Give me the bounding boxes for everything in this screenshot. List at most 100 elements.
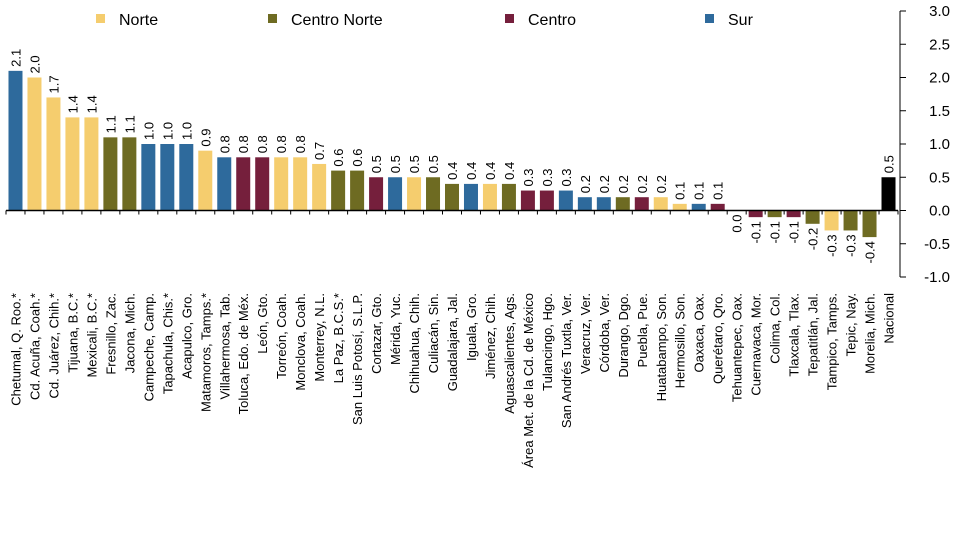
bar <box>881 177 896 211</box>
x-tick-label: Jacona, Mich. <box>122 293 137 373</box>
value-label: 0.4 <box>502 162 517 180</box>
y-tick-label: -0.5 <box>924 236 950 253</box>
x-tick-label: Tulancingo, Hgo. <box>540 293 555 391</box>
x-tick-label: Matamoros, Tamps.* <box>198 293 213 412</box>
bar <box>558 190 573 211</box>
x-tick-label: Villahermosa, Tab. <box>217 293 232 399</box>
value-label: 0.8 <box>293 135 308 153</box>
value-label: 0.4 <box>445 162 460 180</box>
value-label: 0.8 <box>274 135 289 153</box>
x-tick-label: León, Gto. <box>255 293 270 354</box>
value-label: 0.2 <box>597 175 612 193</box>
bar <box>198 150 213 211</box>
value-label: 1.4 <box>65 95 80 113</box>
value-label: 1.0 <box>179 122 194 140</box>
value-label: 0.3 <box>559 168 574 186</box>
bar <box>426 177 441 211</box>
bar <box>445 183 459 211</box>
bar <box>862 210 877 238</box>
bar <box>653 197 668 211</box>
value-label: 1.0 <box>160 122 175 140</box>
value-label: 0.8 <box>217 135 232 153</box>
bar <box>767 210 782 218</box>
bar <box>691 203 706 211</box>
x-tick-label: Mérida, Yuc. <box>388 293 403 365</box>
value-label: 0.5 <box>388 155 403 173</box>
bar <box>255 157 270 211</box>
x-tick-label: Mexicali, B.C.* <box>84 293 99 378</box>
bar <box>293 157 308 211</box>
legend-swatch <box>505 14 514 23</box>
bar <box>463 183 478 211</box>
legend-label: Centro <box>528 12 576 29</box>
x-tick-label: Durango, Dgo. <box>616 293 631 378</box>
value-label: 0.3 <box>540 168 555 186</box>
value-label: 0.0 <box>730 215 745 233</box>
legend-swatch <box>96 14 105 23</box>
x-tick-label: Tijuana, B.C.* <box>65 293 80 373</box>
value-label: -0.3 <box>844 234 859 256</box>
x-tick-label: San Luis Potosí, S.L.P. <box>350 293 365 425</box>
x-tick-label: Área Met. de la Cd. de México <box>521 293 536 468</box>
x-tick-label: Chihuahua, Chih. <box>407 293 422 393</box>
bar <box>805 210 820 224</box>
value-label: 0.1 <box>673 182 688 200</box>
x-tick-label: La Paz, B.C.S.* <box>331 293 346 383</box>
value-label: 0.5 <box>882 155 897 173</box>
x-tick-label: Tepatitlán, Jal. <box>806 293 821 376</box>
x-tick-label: Oaxaca, Oax. <box>692 293 707 372</box>
value-label: 2.0 <box>27 55 42 73</box>
value-label: 0.6 <box>331 149 346 167</box>
value-label: 1.0 <box>141 122 156 140</box>
x-tick-label: Monterrey, N.L. <box>312 293 327 382</box>
x-tick-label: Veracruz, Ver. <box>578 293 593 374</box>
legend-swatch <box>268 14 277 23</box>
x-tick-label: Cortazar, Gto. <box>369 293 384 374</box>
bar <box>615 197 630 211</box>
bar <box>520 190 535 211</box>
x-tick-label: Córdoba, Ver. <box>597 293 612 373</box>
value-label: 0.7 <box>312 142 327 160</box>
x-tick-label: Aguascalientes, Ags. <box>502 293 517 414</box>
bar <box>482 183 497 211</box>
bar <box>65 117 80 211</box>
x-tick-label: Tepic, Nay. <box>844 293 859 356</box>
x-tick-label: Toluca, Edo. de Méx. <box>236 293 251 414</box>
bar <box>539 190 554 211</box>
value-label: 1.1 <box>103 115 118 133</box>
x-tick-label: Fresnillo, Zac. <box>103 293 118 375</box>
x-tick-label: Jiménez, Chih. <box>483 293 498 379</box>
bar <box>577 197 592 211</box>
x-tick-label: Iguala, Gro. <box>464 293 479 361</box>
y-tick-label: 0.5 <box>929 169 950 186</box>
x-tick-label: Torreón, Coah. <box>274 293 289 379</box>
bar <box>236 157 251 211</box>
x-tick-label: Nacional <box>882 293 897 344</box>
y-tick-label: 3.0 <box>929 3 950 20</box>
bar <box>331 170 346 211</box>
bar <box>824 210 839 231</box>
bar <box>141 144 156 211</box>
value-label: -0.1 <box>787 221 802 243</box>
bar <box>786 210 801 218</box>
y-tick-label: 1.5 <box>929 103 950 120</box>
bar <box>103 137 118 211</box>
x-tick-label: Monclova, Coah. <box>293 293 308 391</box>
value-label: -0.1 <box>768 221 783 243</box>
bar <box>501 183 516 211</box>
value-label: 1.4 <box>84 95 99 113</box>
bar <box>27 77 42 211</box>
x-tick-label: Acapulco, Gro. <box>179 293 194 379</box>
x-tick-label: Tlaxcala, Tlax. <box>787 293 802 377</box>
value-label: 0.4 <box>464 162 479 180</box>
value-label: -0.2 <box>806 228 821 250</box>
bar <box>8 70 23 211</box>
y-tick-label: 2.5 <box>929 36 950 53</box>
value-label: 0.1 <box>711 182 726 200</box>
bar <box>122 137 137 211</box>
x-tick-label: Culiacán, Sin. <box>426 293 441 373</box>
x-tick-label: Tapachula, Chis.* <box>160 293 175 394</box>
value-label: 2.1 <box>8 49 23 67</box>
value-label: 0.4 <box>483 162 498 180</box>
